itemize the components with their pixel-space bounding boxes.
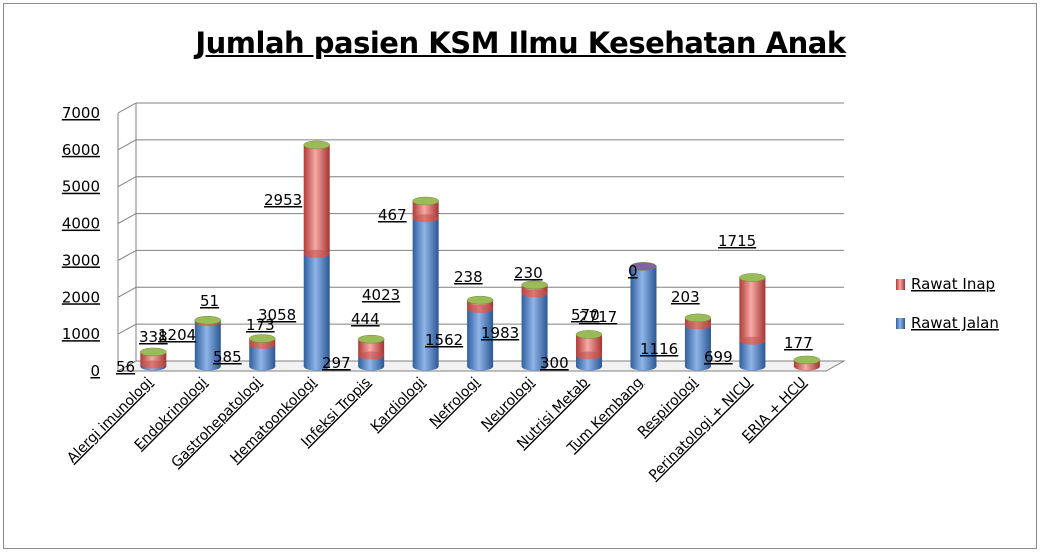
data-label-rawat-jalan: 56 <box>116 358 135 376</box>
data-label-rawat-jalan: 699 <box>704 348 733 366</box>
bar-rawat-jalan <box>630 266 657 371</box>
bar-rawat-jalan <box>684 325 711 371</box>
gridline-depth <box>117 323 137 335</box>
bar-top-cap <box>739 273 766 282</box>
data-label-rawat-jalan: 3058 <box>258 306 296 324</box>
bar-rawat-jalan <box>303 253 330 371</box>
bar-top-cap <box>249 334 276 343</box>
data-label-rawat-inap: 51 <box>200 292 219 310</box>
data-label-rawat-jalan: 2717 <box>579 308 617 326</box>
category-label: Perinatologi + NICU <box>646 375 755 484</box>
bar-rawat-jalan <box>358 355 385 371</box>
segment-boundary <box>684 321 711 330</box>
data-label-rawat-inap: 230 <box>514 264 543 282</box>
data-label-rawat-inap: 177 <box>784 334 813 352</box>
bar-rawat-inap <box>739 277 766 345</box>
bar-top-cap <box>575 330 603 339</box>
bar-top-cap <box>140 347 167 357</box>
data-label-rawat-inap: 444 <box>351 310 380 328</box>
y-tick-label: 0 <box>90 362 100 380</box>
data-label-rawat-jalan: 1983 <box>481 324 519 342</box>
bar-rawat-jalan <box>249 344 276 371</box>
data-label-rawat-jalan: 4023 <box>362 286 400 304</box>
segment-boundary <box>412 214 439 223</box>
bar-top-cap <box>793 355 821 365</box>
y-tick-label: 4000 <box>62 215 100 233</box>
gridline-depth <box>117 176 137 188</box>
data-label-rawat-inap: 173 <box>246 316 275 334</box>
data-label-rawat-inap: 1715 <box>718 232 756 250</box>
data-label-rawat-inap: 2953 <box>264 191 302 209</box>
segment-boundary <box>739 336 766 345</box>
legend-swatch <box>896 318 905 329</box>
chart-frame <box>3 3 1037 549</box>
bar-top-cap <box>521 280 548 290</box>
data-label-rawat-jalan: 297 <box>322 354 351 372</box>
category-label: Nefrologi <box>427 375 483 431</box>
gridline-depth <box>117 213 137 225</box>
data-label-rawat-inap: 203 <box>671 288 700 306</box>
data-label-rawat-jalan: 300 <box>540 354 569 372</box>
bar-top-cap <box>303 140 330 150</box>
data-label-rawat-jalan: 1204 <box>158 326 196 344</box>
segment-boundary <box>140 360 167 369</box>
y-tick-label: 7000 <box>62 104 100 122</box>
legend: Rawat Inap Rawat Jalan <box>896 275 999 332</box>
bar-rawat-jalan <box>576 355 603 371</box>
gridline-depth <box>117 249 137 261</box>
bar-top-cap <box>684 313 712 323</box>
data-label-rawat-inap: 238 <box>454 268 483 286</box>
segment-boundary <box>249 340 276 349</box>
y-tick-label: 2000 <box>62 288 100 306</box>
bar-top-cap <box>630 262 657 271</box>
segment-boundary <box>303 249 330 258</box>
category-label: Kardiologi <box>368 375 429 436</box>
gridline-depth <box>117 139 137 151</box>
bar-top-cap <box>194 315 222 325</box>
data-label-rawat-inap: 338 <box>139 328 168 346</box>
segment-boundary <box>358 351 385 360</box>
y-tick-label: 3000 <box>62 251 100 269</box>
bar-top-cap <box>412 196 439 206</box>
gridline-depth <box>117 102 137 114</box>
bar-rawat-jalan <box>521 293 548 371</box>
bar-rawat-jalan <box>412 218 439 371</box>
data-label-rawat-jalan: 1116 <box>640 340 678 358</box>
chart-title: Jumlah pasien KSM Ilmu Kesehatan Anak <box>195 26 846 60</box>
y-tick-label: 6000 <box>62 141 100 159</box>
segment-boundary <box>576 351 603 360</box>
data-label-rawat-jalan: 585 <box>213 348 242 366</box>
segment-boundary <box>467 304 494 313</box>
bar-rawat-jalan <box>739 340 766 371</box>
bar-rawat-jalan <box>194 322 221 371</box>
data-label-rawat-jalan: 1562 <box>425 331 463 349</box>
gridline-depth <box>117 286 137 298</box>
bar-top-cap <box>466 295 494 305</box>
category-label: Gastrohepatologi <box>168 375 264 471</box>
bar-rawat-jalan <box>467 308 494 371</box>
category-label: Neurologi <box>478 375 537 434</box>
bar-rawat-inap <box>303 144 330 258</box>
legend-label: Rawat Inap <box>911 275 995 293</box>
y-tick-label: 1000 <box>62 325 100 343</box>
data-label-rawat-inap: 467 <box>378 206 407 224</box>
data-label-rawat-inap: 570 <box>571 306 600 324</box>
legend-label: Rawat Jalan <box>911 314 999 332</box>
y-tick-label: 5000 <box>62 178 100 196</box>
segment-boundary <box>521 289 548 298</box>
data-label-rawat-inap: 0 <box>628 262 638 280</box>
legend-swatch <box>896 279 905 290</box>
bar-top-cap <box>357 334 385 344</box>
